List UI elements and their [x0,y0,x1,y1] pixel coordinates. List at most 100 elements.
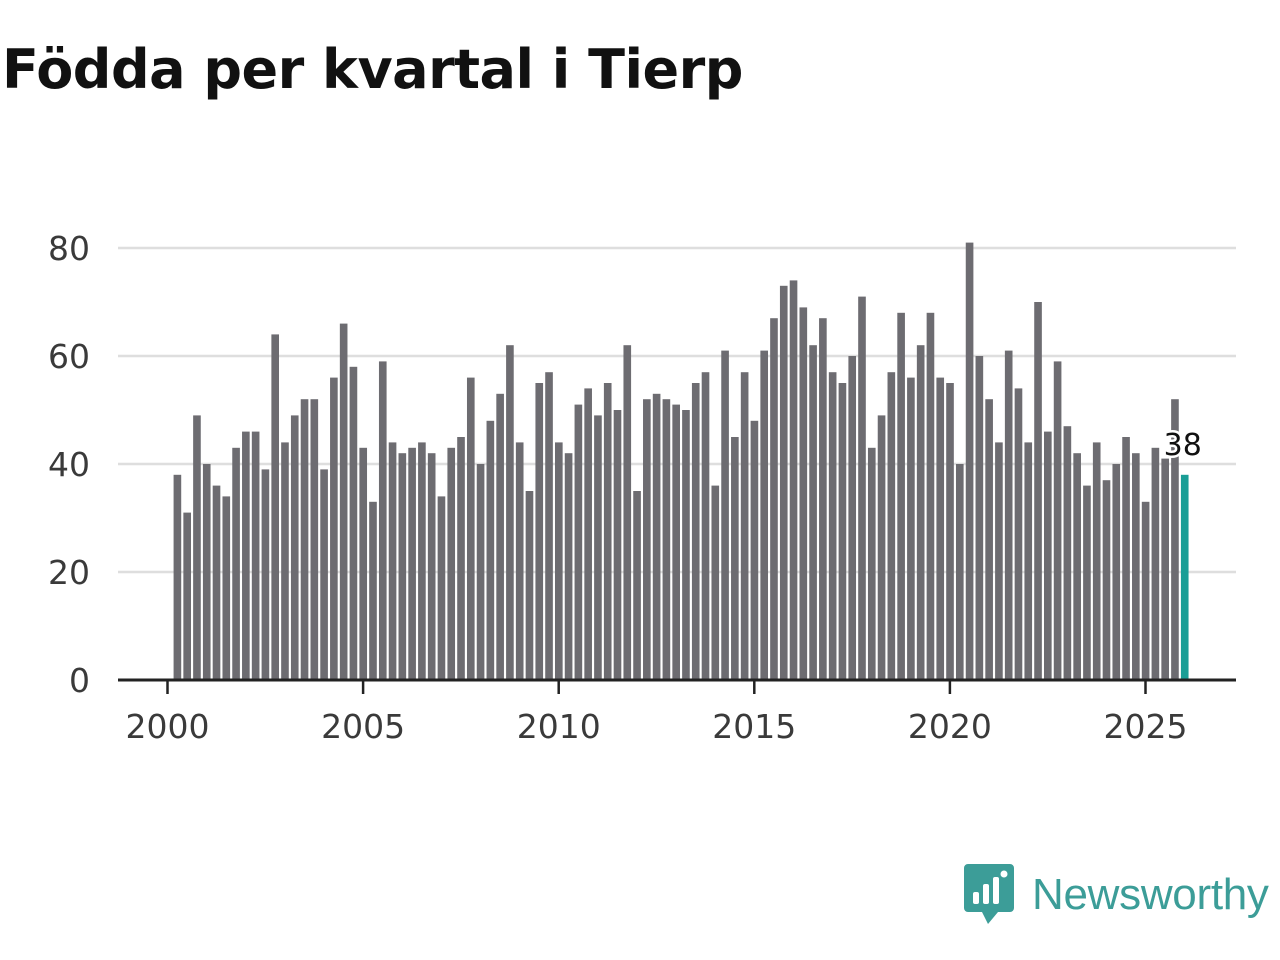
bar [721,350,729,680]
bar [564,453,573,680]
bar [251,431,260,680]
bar [1024,442,1033,680]
y-axis-ticks: 0 20 40 60 80 [48,229,90,700]
bar [212,485,221,680]
bar [985,399,993,680]
bar [466,377,475,680]
bar [457,437,465,680]
y-tick-label: 60 [48,337,90,376]
bar [369,501,377,680]
bar [897,312,905,680]
y-tick-label: 0 [69,661,90,700]
bar [281,442,289,680]
bar [623,345,632,680]
bar [770,318,778,680]
bar [750,420,759,680]
bar [506,345,514,680]
bars [173,242,1189,680]
bar [1083,485,1091,680]
bar [300,399,309,680]
bar [261,469,270,680]
bar [652,393,661,680]
bar [965,242,974,680]
bar [1053,361,1062,680]
bar [545,372,553,680]
bar [1161,458,1169,680]
x-tick-label: 2020 [908,707,992,746]
bar [789,280,798,680]
bar [838,383,847,680]
bar [711,485,720,680]
bar [946,383,954,680]
bar [320,469,328,680]
bar [349,366,358,680]
bar [388,442,397,680]
y-tick-label: 40 [48,445,90,484]
chart-title: Födda per kvartal i Tierp [2,38,743,101]
x-tick-label: 2010 [517,707,601,746]
bar [359,447,368,680]
latest-value-label: 38 [1164,428,1202,463]
bar [193,415,201,680]
bar [779,285,788,680]
bar [594,415,602,680]
bar [584,388,592,680]
bar [682,410,690,680]
bar [731,437,739,680]
bar [936,377,945,680]
bar [525,491,534,680]
bar [1044,431,1052,680]
bar [1132,453,1140,680]
bar [555,442,563,680]
bar [1141,501,1150,680]
bar [740,372,749,680]
bar-latest [1180,474,1189,680]
bar [1014,388,1023,680]
bar [427,453,436,680]
bar [496,393,504,680]
bar [907,377,915,680]
bar [1122,437,1130,680]
bar [418,442,426,680]
bar [447,447,456,680]
brand-logo: Newsworthy [964,864,1269,926]
bar [378,361,387,680]
bar [398,453,407,680]
bar [955,464,964,680]
bar [1004,350,1013,680]
bar [183,512,191,680]
bar [867,447,876,680]
bar [809,345,817,680]
bar [760,350,769,680]
y-tick-label: 80 [48,229,90,268]
newsworthy-logo-icon [964,864,1014,924]
bar [1092,442,1101,680]
annotations: 38 [1161,425,1204,465]
bar [1112,464,1121,680]
bar [672,404,680,680]
bar [828,372,837,680]
bar [643,399,651,680]
brand-name: Newsworthy [1032,870,1269,919]
bar [1034,302,1042,680]
bar [476,464,485,680]
bar [916,345,925,680]
bar [290,415,299,680]
bar [339,323,348,680]
bar [330,377,338,680]
bar [975,356,984,680]
bar [574,404,583,680]
bar [701,372,710,680]
bar [848,356,857,680]
bar [858,296,866,680]
bar [202,464,211,680]
bar [1171,399,1179,680]
bar [535,383,544,680]
bar [633,491,641,680]
bar [408,447,416,680]
x-tick-label: 2005 [321,707,405,746]
bar [271,334,280,680]
bar [887,372,896,680]
x-axis-ticks: 2000 2005 2010 2015 2020 2025 [126,680,1187,746]
